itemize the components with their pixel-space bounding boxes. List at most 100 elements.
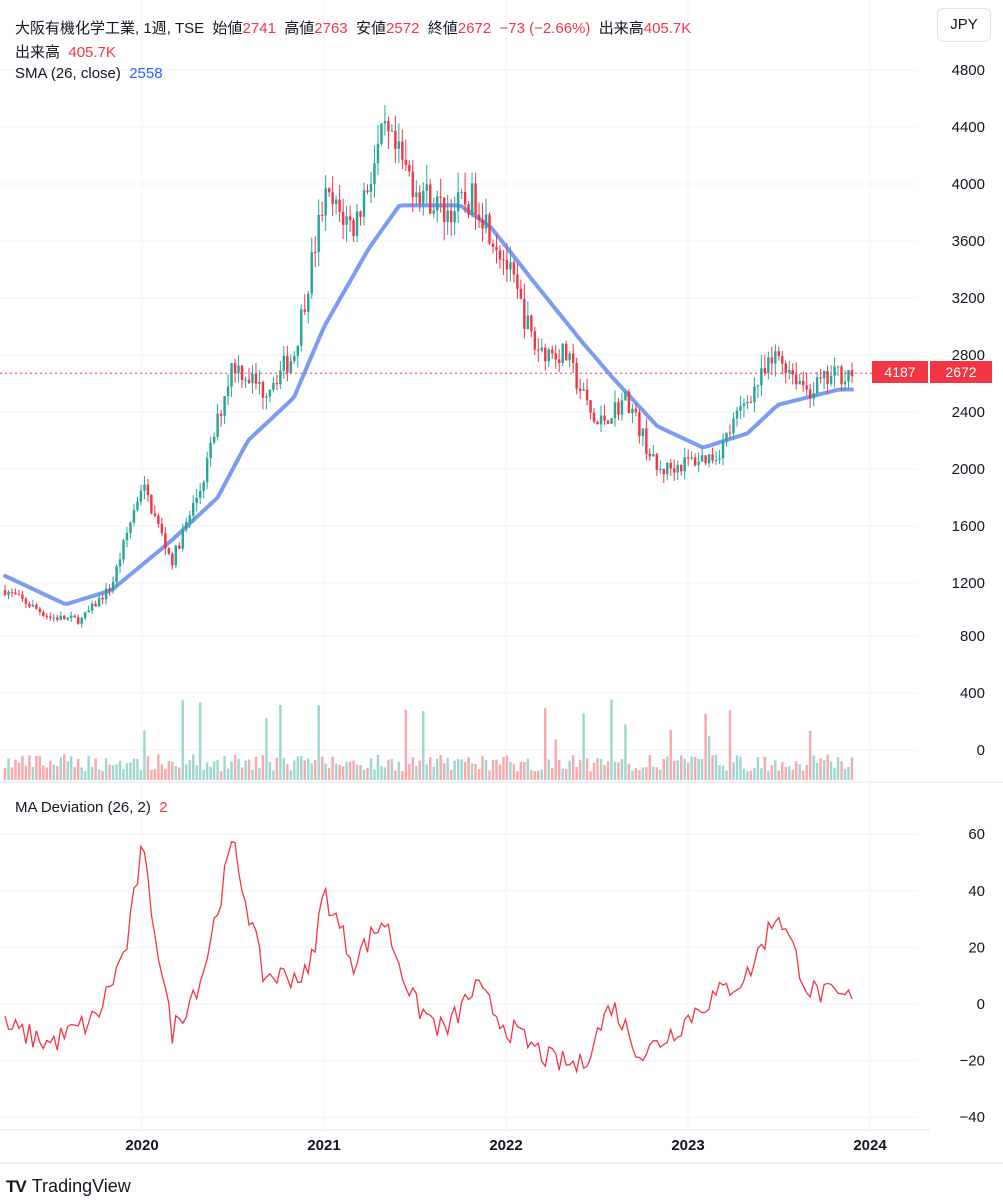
volume-bar xyxy=(101,770,104,780)
volume-bar xyxy=(366,767,369,780)
candle-body xyxy=(237,365,240,374)
volume-bar xyxy=(707,735,711,780)
candle-body xyxy=(505,259,509,270)
candle-body xyxy=(418,192,422,204)
candle-body xyxy=(122,540,125,560)
volume-bar xyxy=(498,764,502,780)
deviation-tick-label: −20 xyxy=(960,1053,985,1070)
candle-body xyxy=(240,365,244,381)
candle-body xyxy=(83,612,87,618)
candle-body xyxy=(551,349,554,354)
volume-bar xyxy=(192,754,195,780)
volume-bar xyxy=(439,755,442,780)
candle-body xyxy=(258,381,261,384)
candle-body xyxy=(104,588,108,600)
candle-body xyxy=(310,251,313,294)
candle-body xyxy=(397,141,401,149)
candle-body xyxy=(575,362,578,389)
candle-body xyxy=(460,191,463,193)
price-tick-label: 3200 xyxy=(952,290,985,307)
volume-bar xyxy=(143,730,146,780)
volume-bar xyxy=(153,769,157,780)
volume-bar xyxy=(258,768,261,780)
volume-bar xyxy=(345,761,348,780)
candle-body xyxy=(610,418,613,424)
volume-bar xyxy=(261,755,265,780)
candle-body xyxy=(87,610,90,613)
candle-body xyxy=(666,462,669,475)
candle-body xyxy=(484,214,488,229)
volume-bar xyxy=(303,760,306,780)
candle-body xyxy=(56,617,59,620)
volume-bar xyxy=(139,770,143,780)
volume-bar xyxy=(401,771,404,780)
volume-bar xyxy=(690,756,693,780)
volume-bar xyxy=(760,768,763,780)
volume-bar xyxy=(516,771,519,780)
candle-body xyxy=(836,366,840,368)
volume-bar xyxy=(122,769,125,780)
volume-bar xyxy=(251,769,254,780)
volume-bar xyxy=(28,755,31,780)
candle-body xyxy=(631,408,634,413)
candle-body xyxy=(760,368,763,386)
volume-bar xyxy=(14,759,17,780)
candle-body xyxy=(7,591,10,596)
volume-bar xyxy=(390,758,394,780)
candle-body xyxy=(293,355,296,362)
candle-body xyxy=(481,219,484,229)
volume-bar xyxy=(115,764,118,780)
volume-bar xyxy=(686,762,690,780)
volume-bar xyxy=(164,768,167,780)
candle-body xyxy=(829,375,833,384)
volume-bar xyxy=(352,760,355,780)
volume-bar xyxy=(38,755,42,780)
candle-body xyxy=(303,309,306,312)
candle-body xyxy=(568,353,571,361)
volume-bar xyxy=(791,769,794,780)
volume-bar xyxy=(198,702,202,780)
currency-button[interactable]: JPY xyxy=(937,8,991,42)
candle-body xyxy=(401,141,404,160)
candle-body xyxy=(697,461,700,466)
candle-body xyxy=(216,413,219,437)
volume-bar xyxy=(324,763,327,780)
price-tick-label: 1200 xyxy=(952,575,985,592)
candle-body xyxy=(359,211,362,217)
price-tick-label: 3600 xyxy=(952,233,985,250)
candle-body xyxy=(247,379,251,384)
volume-bar xyxy=(317,705,320,780)
candle-body xyxy=(338,199,341,212)
volume-bar xyxy=(774,760,777,780)
candle-body xyxy=(143,484,146,491)
tradingview-logo[interactable]: TV TradingView xyxy=(6,1176,131,1197)
volume-bar xyxy=(805,764,808,780)
candle-body xyxy=(251,373,254,384)
candle-body xyxy=(52,617,56,619)
candle-body xyxy=(533,331,537,350)
candle-body xyxy=(366,190,369,192)
candle-body xyxy=(233,363,237,374)
candles xyxy=(3,104,854,628)
volume-bar xyxy=(118,760,122,780)
candle-body xyxy=(28,603,31,607)
volume-bar xyxy=(171,761,174,780)
candle-body xyxy=(111,581,115,591)
volume-bar xyxy=(617,762,620,780)
close-value: 2672 xyxy=(457,20,492,37)
volume-bar xyxy=(666,756,669,780)
volume-bar xyxy=(781,762,784,780)
volume-bar xyxy=(533,771,537,780)
volume-bar xyxy=(662,758,665,780)
candle-body xyxy=(781,356,784,364)
candle-body xyxy=(673,468,676,473)
candle-body xyxy=(70,615,73,618)
candle-body xyxy=(230,363,233,387)
candle-body xyxy=(617,402,620,415)
candle-body xyxy=(491,243,495,247)
candle-body xyxy=(223,396,226,416)
volume-bar xyxy=(484,759,488,780)
candle-body xyxy=(446,210,449,222)
candle-body xyxy=(826,371,829,384)
